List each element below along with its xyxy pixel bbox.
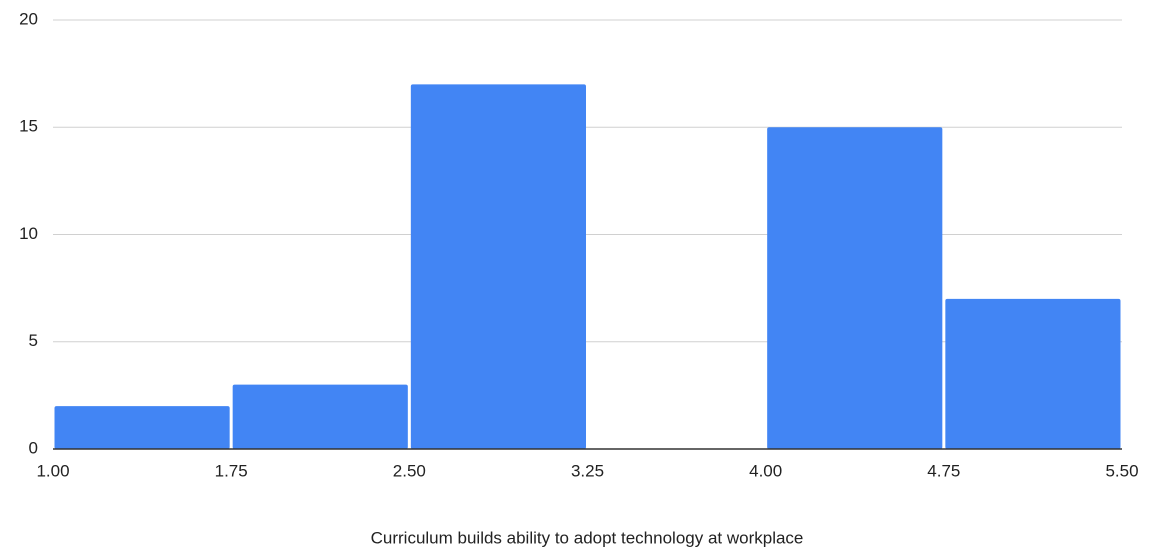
x-tick-label: 1.75	[215, 461, 248, 480]
bar	[410, 84, 586, 449]
y-tick-label: 5	[29, 331, 38, 350]
x-tick-label: 3.25	[571, 461, 604, 480]
bar	[945, 298, 1121, 449]
y-tick-label: 15	[19, 117, 38, 136]
x-tick-label: 1.00	[36, 461, 69, 480]
x-tick-label: 4.00	[749, 461, 782, 480]
bar	[767, 127, 943, 449]
x-tick-label: 2.50	[393, 461, 426, 480]
bar	[232, 384, 408, 449]
y-tick-label: 0	[29, 438, 38, 457]
y-tick-label: 10	[19, 224, 38, 243]
y-tick-label: 20	[19, 9, 38, 28]
bar	[54, 406, 230, 449]
x-tick-label: 5.50	[1105, 461, 1138, 480]
x-axis-label: Curriculum builds ability to adopt techn…	[371, 528, 804, 547]
x-tick-label: 4.75	[927, 461, 960, 480]
